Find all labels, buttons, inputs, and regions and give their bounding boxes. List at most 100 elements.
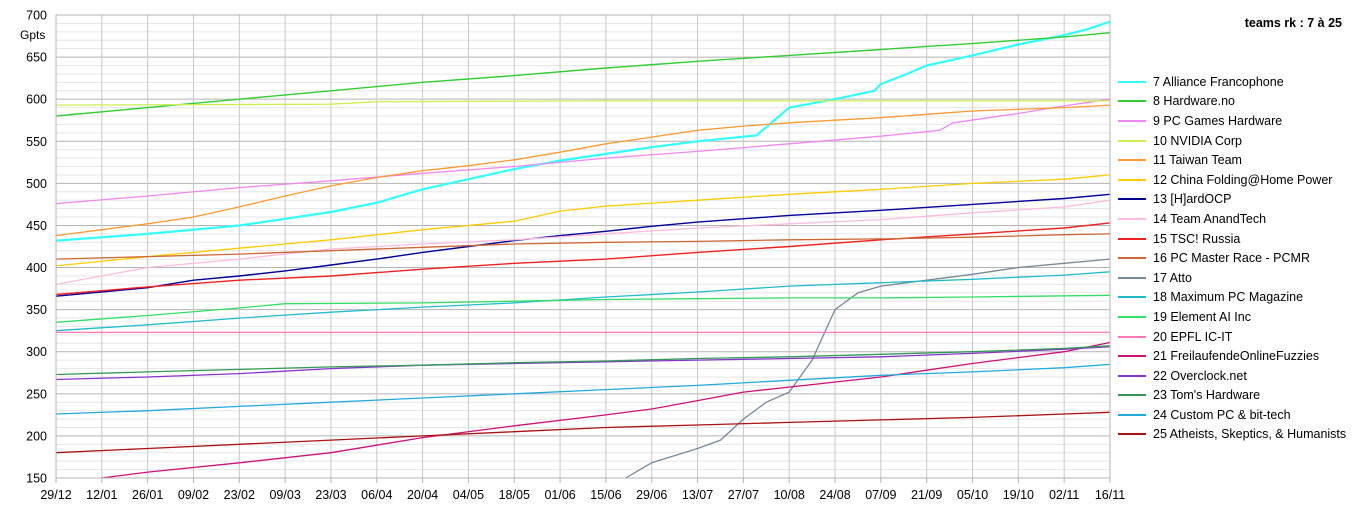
legend-item: 16 PC Master Race - PCMR — [1118, 248, 1358, 268]
series-line-19 — [55, 411, 1111, 454]
x-tick-label: 09/03 — [269, 488, 300, 502]
legend: 7 Alliance Francophone 8 Hardware.no 9 PC … — [1118, 72, 1358, 444]
legend-swatch — [1118, 433, 1146, 436]
series-line-15 — [101, 341, 1111, 479]
legend-label: 23 Tom's Hardware — [1153, 388, 1261, 403]
legend-swatch — [1118, 119, 1146, 122]
x-tick-label: 13/07 — [682, 488, 713, 502]
legend-label: 22 Overclock.net — [1153, 368, 1247, 383]
x-tick-label: 09/02 — [178, 488, 209, 502]
x-tick-label: 10/08 — [774, 488, 805, 502]
x-tick-label: 16/11 — [1095, 488, 1125, 502]
legend-label: 16 PC Master Race - PCMR — [1153, 251, 1310, 266]
y-tick-label: 500 — [26, 177, 47, 191]
legend-swatch — [1118, 355, 1146, 358]
x-tick-label: 15/06 — [590, 488, 621, 502]
x-tick-label: 23/03 — [315, 488, 346, 502]
series-line-11 — [625, 258, 1111, 479]
y-tick-label: 600 — [26, 93, 47, 107]
legend-item: 24 Custom PC & bit-tech — [1118, 405, 1358, 425]
legend-swatch — [1118, 159, 1146, 162]
legend-label: 24 Custom PC & bit-tech — [1153, 407, 1291, 422]
legend-item: 15 TSC! Russia — [1118, 229, 1358, 249]
series-line-7 — [55, 193, 1111, 297]
legend-item: 11 Taiwan Team — [1118, 150, 1358, 170]
legend-item: 17 Atto — [1118, 268, 1358, 288]
series-line-17 — [55, 345, 1111, 376]
y-tick-label: 200 — [26, 429, 47, 443]
legend-swatch — [1118, 394, 1146, 397]
y-tick-label: 700 — [26, 9, 47, 23]
legend-label: 13 [H]ardOCP — [1153, 192, 1232, 207]
legend-label: 8 Hardware.no — [1153, 94, 1235, 109]
x-tick-label: 23/02 — [224, 488, 255, 502]
legend-item: 21 FreilaufendeOnlineFuzzies — [1118, 346, 1358, 366]
legend-label: 12 China Folding@Home Power — [1153, 172, 1333, 187]
series-line-16 — [55, 346, 1111, 381]
x-tick-label: 29/12 — [40, 488, 71, 502]
y-tick-label: 550 — [26, 135, 47, 149]
legend-item: 22 Overclock.net — [1118, 366, 1358, 386]
x-tick-label: 20/04 — [407, 488, 438, 502]
series-line-2 — [55, 32, 1111, 117]
legend-swatch — [1118, 315, 1146, 318]
x-tick-label: 19/10 — [1003, 488, 1034, 502]
legend-item: 9 PC Games Hardware — [1118, 111, 1358, 131]
legend-item: 7 Alliance Francophone — [1118, 72, 1358, 92]
legend-swatch — [1118, 178, 1146, 181]
x-tick-label: 29/06 — [636, 488, 667, 502]
legend-label: 19 Element AI Inc — [1153, 309, 1251, 324]
series-line-13 — [55, 294, 1111, 323]
legend-item: 12 China Folding@Home Power — [1118, 170, 1358, 190]
legend-item: 14 Team AnandTech — [1118, 209, 1358, 229]
y-tick-label: 350 — [26, 303, 47, 317]
legend-item: 25 Atheists, Skeptics, & Humanists — [1118, 425, 1358, 445]
legend-swatch — [1118, 413, 1146, 416]
legend-label: 17 Atto — [1153, 270, 1192, 285]
series-line-4 — [55, 100, 1110, 106]
x-tick-label: 27/07 — [728, 488, 759, 502]
y-tick-label: 150 — [26, 472, 47, 486]
y-tick-label: 300 — [26, 345, 47, 359]
legend-swatch — [1118, 296, 1146, 299]
x-tick-label: 12/01 — [86, 488, 117, 502]
chart-title: teams rk : 7 à 25 — [1244, 16, 1342, 30]
legend-swatch — [1118, 257, 1146, 260]
x-tick-label: 02/11 — [1049, 488, 1079, 502]
legend-swatch — [1118, 335, 1146, 338]
legend-item: 8 Hardware.no — [1118, 92, 1358, 112]
legend-swatch — [1118, 217, 1146, 220]
legend-label: 10 NVIDIA Corp — [1153, 133, 1242, 148]
legend-swatch — [1118, 237, 1146, 240]
legend-item: 20 EPFL IC-IT — [1118, 327, 1358, 347]
x-tick-label: 26/01 — [132, 488, 163, 502]
x-tick-label: 18/05 — [499, 488, 530, 502]
legend-swatch — [1118, 80, 1146, 83]
legend-label: 11 Taiwan Team — [1153, 153, 1242, 168]
y-axis-label: Gpts — [20, 28, 46, 42]
y-tick-label: 400 — [26, 261, 47, 275]
series-line-18 — [55, 363, 1111, 415]
legend-item: 18 Maximum PC Magazine — [1118, 288, 1358, 308]
series-line-5 — [55, 104, 1111, 237]
series-line-12 — [55, 271, 1111, 332]
legend-swatch — [1118, 100, 1146, 103]
series-line-3 — [55, 98, 1111, 205]
y-tick-label: 250 — [26, 387, 47, 401]
legend-label: 15 TSC! Russia — [1153, 231, 1241, 246]
x-tick-label: 04/05 — [453, 488, 484, 502]
x-tick-label: 05/10 — [957, 488, 988, 502]
legend-label: 21 FreilaufendeOnlineFuzzies — [1153, 349, 1320, 364]
legend-label: 20 EPFL IC-IT — [1153, 329, 1233, 344]
legend-swatch — [1118, 139, 1146, 142]
y-tick-label: 450 — [26, 219, 47, 233]
x-tick-label: 01/06 — [544, 488, 575, 502]
legend-label: 18 Maximum PC Magazine — [1153, 290, 1304, 305]
legend-label: 7 Alliance Francophone — [1153, 74, 1284, 89]
x-tick-label: 07/09 — [865, 488, 896, 502]
legend-item: 23 Tom's Hardware — [1118, 386, 1358, 406]
series-line-6 — [55, 174, 1111, 267]
legend-swatch — [1118, 374, 1146, 377]
